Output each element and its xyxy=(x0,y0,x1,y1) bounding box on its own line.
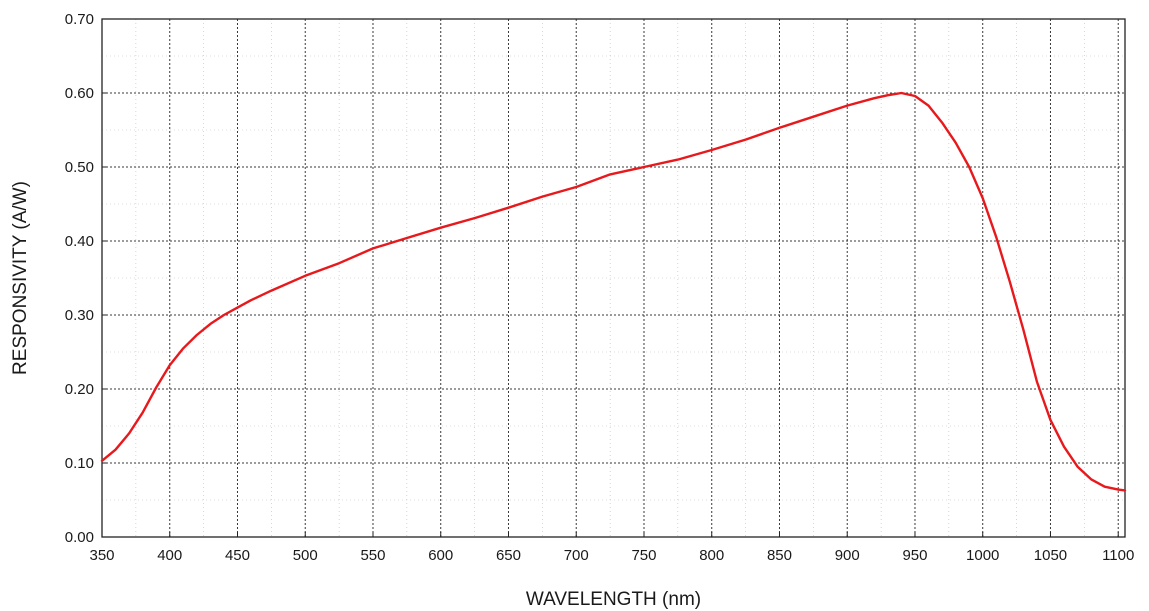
x-tick-label: 850 xyxy=(767,547,792,564)
y-axis-title: RESPONSIVITY (A/W) xyxy=(10,181,31,375)
tick-marks xyxy=(101,18,1119,538)
y-axis-tick-labels: 0.00 0.10 0.20 0.30 0.40 0.50 0.60 0.70 xyxy=(65,11,94,546)
x-tick-label: 900 xyxy=(835,547,860,564)
x-tick-label: 1000 xyxy=(966,547,999,564)
y-tick-label: 0.70 xyxy=(65,11,94,28)
x-tick-label: 800 xyxy=(699,547,724,564)
x-axis-title: WAVELENGTH (nm) xyxy=(526,589,701,610)
minor-gridlines xyxy=(102,19,1125,537)
x-tick-label: 700 xyxy=(564,547,589,564)
responsivity-curve xyxy=(100,91,1127,492)
x-axis-tick-labels: 350 400 450 500 550 600 650 700 750 800 850 900 950 1… xyxy=(89,547,1134,564)
x-tick-label: 400 xyxy=(157,547,182,564)
x-tick-label: 500 xyxy=(293,547,318,564)
y-tick-label: 0.40 xyxy=(65,233,94,250)
x-tick-label: 350 xyxy=(89,547,114,564)
y-tick-label: 0.20 xyxy=(65,381,94,398)
x-tick-label: 950 xyxy=(902,547,927,564)
x-tick-label: 1100 xyxy=(1102,547,1134,564)
x-tick-label: 550 xyxy=(360,547,385,564)
y-tick-label: 0.50 xyxy=(65,159,94,176)
plot-frame xyxy=(101,18,1126,538)
series-layer xyxy=(100,91,1127,492)
x-tick-label: 650 xyxy=(496,547,521,564)
x-tick-label: 750 xyxy=(631,547,656,564)
x-tick-label: 450 xyxy=(225,547,250,564)
y-tick-label: 0.60 xyxy=(65,85,94,102)
y-tick-label: 0.10 xyxy=(65,455,94,472)
x-tick-label: 1050 xyxy=(1034,547,1067,564)
major-gridlines xyxy=(101,18,1125,538)
y-tick-label: 0.00 xyxy=(65,529,94,546)
x-tick-label: 600 xyxy=(428,547,453,564)
y-tick-label: 0.30 xyxy=(65,307,94,324)
